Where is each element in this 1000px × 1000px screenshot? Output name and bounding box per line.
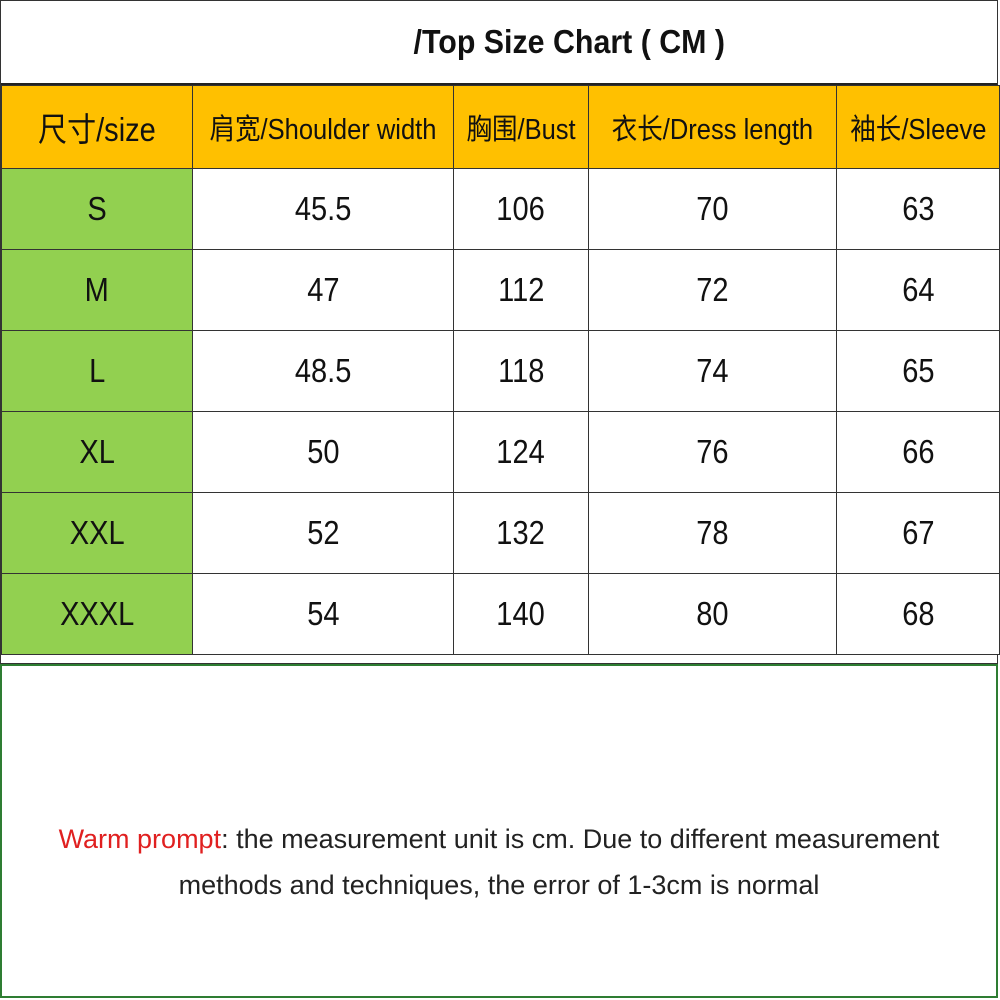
header-row: 尺寸/size 肩宽/Shoulder width 胸围/Bust 衣长/Dre… <box>1 85 1000 169</box>
note-line-2: methods and techniques, the error of 1-3… <box>178 870 820 900</box>
size-cell: M <box>1 249 193 331</box>
table-row: M 47 112 72 64 <box>1 249 1000 331</box>
title-row: /Top Size Chart ( CM ) <box>1 1 997 85</box>
note-box: Warm prompt: the measurement unit is cm.… <box>0 664 998 998</box>
warm-prompt-label: Warm prompt <box>58 824 222 854</box>
size-cell: XXL <box>1 492 193 574</box>
length-cell: 74 <box>588 330 837 412</box>
header-shoulder-width: 肩宽/Shoulder width <box>192 85 454 169</box>
table-row: S 45.5 106 70 63 <box>1 168 1000 250</box>
table-row: XXL 52 132 78 67 <box>1 492 1000 574</box>
note-text-1: : the measurement unit is cm. Due to dif… <box>221 824 940 854</box>
length-cell: 78 <box>588 492 837 574</box>
sleeve-cell: 65 <box>836 330 1000 412</box>
shoulder-cell: 52 <box>192 492 454 574</box>
table-row: L 48.5 118 74 65 <box>1 330 1000 412</box>
table-row: XXXL 54 140 80 68 <box>1 573 1000 655</box>
bust-cell: 132 <box>453 492 589 574</box>
size-cell: XXXL <box>1 573 193 655</box>
size-cell: L <box>1 330 193 412</box>
bust-cell: 106 <box>453 168 589 250</box>
header-sleeve: 袖长/Sleeve <box>836 85 1000 169</box>
shoulder-cell: 47 <box>192 249 454 331</box>
chart-title: /Top Size Chart ( CM ) <box>413 23 725 60</box>
sleeve-cell: 66 <box>836 411 1000 493</box>
sleeve-cell: 64 <box>836 249 1000 331</box>
header-bust: 胸围/Bust <box>453 85 589 169</box>
note-line-1: Warm prompt: the measurement unit is cm.… <box>2 816 996 862</box>
sleeve-cell: 67 <box>836 492 1000 574</box>
bust-cell: 124 <box>453 411 589 493</box>
shoulder-cell: 45.5 <box>192 168 454 250</box>
bust-cell: 112 <box>453 249 589 331</box>
length-cell: 72 <box>588 249 837 331</box>
bust-cell: 118 <box>453 330 589 412</box>
size-cell: XL <box>1 411 193 493</box>
length-cell: 76 <box>588 411 837 493</box>
size-cell: S <box>1 168 193 250</box>
shoulder-cell: 54 <box>192 573 454 655</box>
size-chart: /Top Size Chart ( CM ) 尺寸/size 肩宽/Should… <box>0 0 1000 664</box>
bust-cell: 140 <box>453 573 589 655</box>
measurement-note: Warm prompt: the measurement unit is cm.… <box>2 816 996 908</box>
header-dress-length: 衣长/Dress length <box>588 85 837 169</box>
size-table: 尺寸/size 肩宽/Shoulder width 胸围/Bust 衣长/Dre… <box>1 85 1000 655</box>
shoulder-cell: 48.5 <box>192 330 454 412</box>
sleeve-cell: 68 <box>836 573 1000 655</box>
header-size: 尺寸/size <box>1 85 193 169</box>
length-cell: 70 <box>588 168 837 250</box>
table-row: XL 50 124 76 66 <box>1 411 1000 493</box>
shoulder-cell: 50 <box>192 411 454 493</box>
length-cell: 80 <box>588 573 837 655</box>
sleeve-cell: 63 <box>836 168 1000 250</box>
